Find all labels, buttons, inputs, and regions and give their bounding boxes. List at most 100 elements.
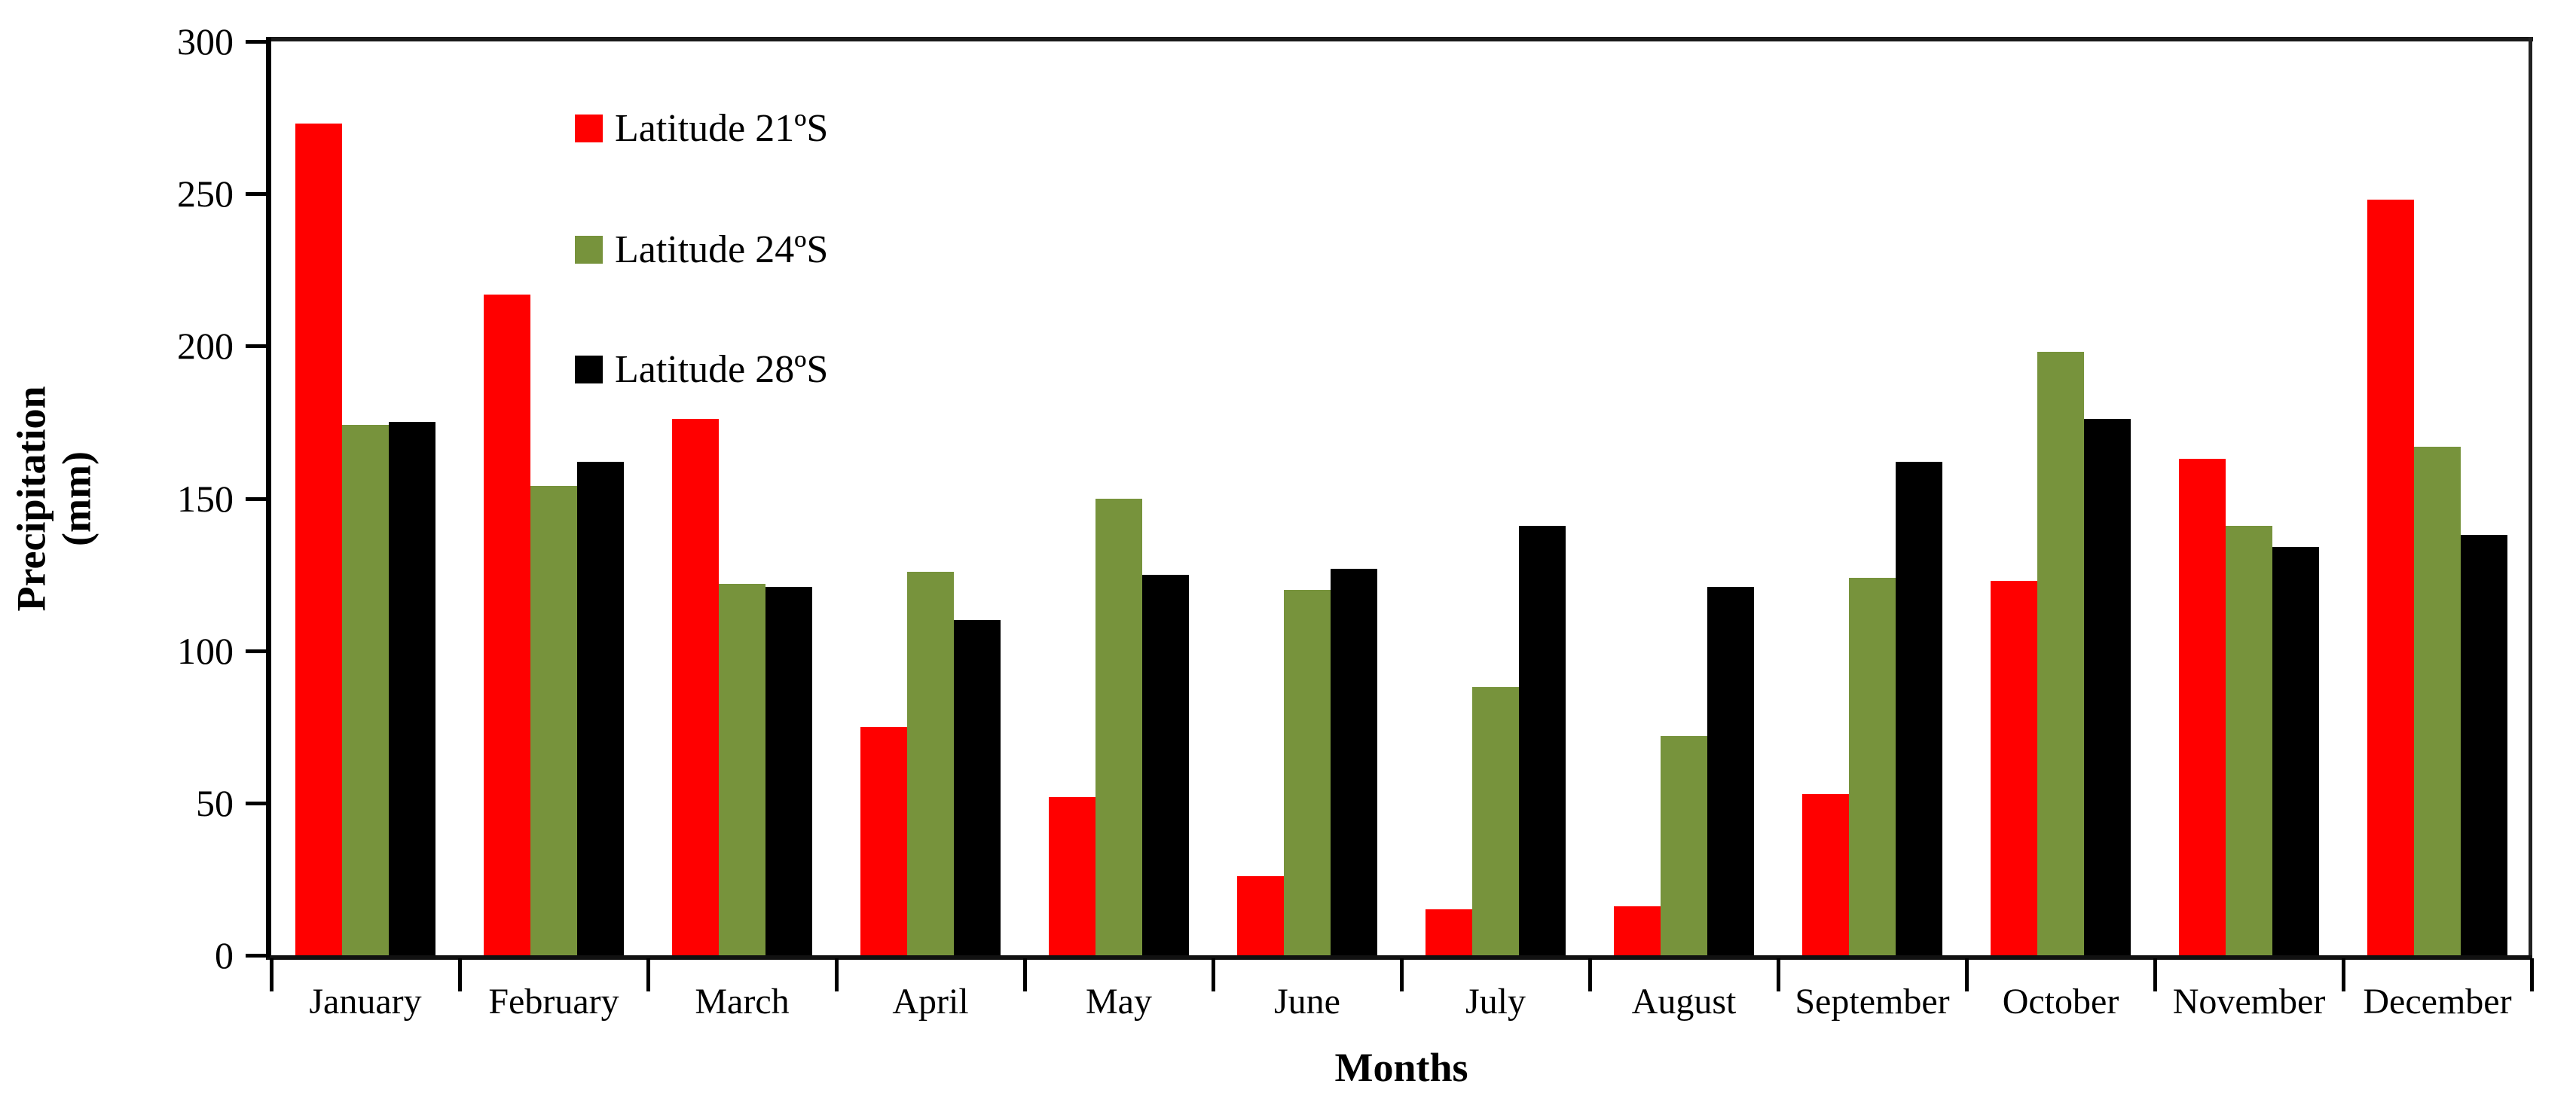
bar-july-latitude-24ºs <box>1472 687 1519 955</box>
y-tick-100 <box>246 649 270 653</box>
bar-november-latitude-24ºs <box>2226 525 2272 955</box>
bar-july-latitude-28ºs <box>1519 525 1566 955</box>
y-tick-50 <box>246 801 270 805</box>
bar-october-latitude-21ºs <box>1991 580 2037 955</box>
x-tick-label-october: October <box>2002 982 2119 1022</box>
legend-label-latitude-28s: Latitude 28ºS <box>615 348 829 391</box>
bar-november-latitude-21ºs <box>2179 458 2226 955</box>
x-tick-label-january: January <box>309 982 422 1022</box>
y-tick-300 <box>246 40 270 44</box>
y-tick-label-50: 50 <box>196 781 234 824</box>
y-tick-label-0: 0 <box>215 934 234 976</box>
bar-april-latitude-21ºs <box>860 726 907 955</box>
y-axis-title: Precipitation (mm) <box>9 386 100 612</box>
y-tick-label-200: 200 <box>177 325 234 368</box>
x-tick-7 <box>1588 958 1592 991</box>
bar-february-latitude-24ºs <box>530 486 577 955</box>
y-tick-label-250: 250 <box>177 173 234 215</box>
bar-group-may <box>1025 41 1213 955</box>
bar-april-latitude-28ºs <box>954 620 1001 955</box>
x-tick-label-march: March <box>695 982 790 1022</box>
legend-label-latitude-24s: Latitude 24ºS <box>615 228 829 271</box>
x-tick-3 <box>835 958 839 991</box>
bar-september-latitude-24ºs <box>1849 577 1896 955</box>
bar-june-latitude-21ºs <box>1237 875 1284 955</box>
x-tick-0 <box>270 958 273 991</box>
bar-group-october <box>1966 41 2155 955</box>
y-tick-250 <box>246 192 270 197</box>
legend-swatch-latitude-24s <box>575 236 603 264</box>
legend-label-latitude-21s: Latitude 21ºS <box>615 107 829 150</box>
bar-august-latitude-24ºs <box>1661 735 1707 955</box>
bar-january-latitude-24ºs <box>342 425 389 955</box>
bar-january-latitude-28ºs <box>389 422 435 955</box>
x-tick-2 <box>646 958 650 991</box>
y-axis-title-line1: Precipitation <box>8 386 54 612</box>
y-tick-0 <box>246 954 270 958</box>
x-tick-label-may: May <box>1086 982 1152 1022</box>
bar-july-latitude-21ºs <box>1426 909 1472 955</box>
bar-may-latitude-28ºs <box>1142 574 1189 955</box>
bar-march-latitude-21ºs <box>672 419 719 955</box>
x-tick-5 <box>1212 958 1215 991</box>
x-tick-label-november: November <box>2172 982 2326 1022</box>
x-tick-6 <box>1400 958 1404 991</box>
bar-january-latitude-21ºs <box>295 124 342 955</box>
bar-group-november <box>2155 41 2343 955</box>
bar-september-latitude-28ºs <box>1896 461 1942 955</box>
bar-group-december <box>2343 41 2532 955</box>
plot-frame-right <box>2529 37 2532 960</box>
bar-october-latitude-24ºs <box>2037 352 2084 955</box>
x-tick-1 <box>458 958 462 991</box>
bar-group-january <box>271 41 460 955</box>
bar-june-latitude-24ºs <box>1284 589 1331 955</box>
x-tick-10 <box>2153 958 2157 991</box>
bar-february-latitude-28ºs <box>577 461 624 955</box>
y-tick-150 <box>246 496 270 501</box>
bar-december-latitude-24ºs <box>2414 446 2461 955</box>
bar-december-latitude-21ºs <box>2367 200 2414 955</box>
bar-group-april <box>836 41 1025 955</box>
plot-area <box>271 41 2532 955</box>
legend-entry-latitude-28s: Latitude 28ºS <box>575 347 828 392</box>
bar-october-latitude-28ºs <box>2084 419 2131 955</box>
plot-frame-top <box>266 37 2533 41</box>
bar-june-latitude-28ºs <box>1331 568 1377 955</box>
legend-entry-latitude-21s: Latitude 21ºS <box>575 106 828 151</box>
x-tick-4 <box>1023 958 1027 991</box>
bar-group-february <box>460 41 648 955</box>
bar-may-latitude-24ºs <box>1095 498 1142 955</box>
legend-swatch-latitude-21s <box>575 115 603 142</box>
bar-february-latitude-21ºs <box>484 294 530 955</box>
x-axis-title: Months <box>1334 1045 1468 1090</box>
bar-may-latitude-21ºs <box>1049 796 1095 955</box>
bar-group-march <box>648 41 836 955</box>
bar-group-june <box>1213 41 1401 955</box>
y-tick-label-100: 100 <box>177 629 234 672</box>
bar-group-july <box>1401 41 1590 955</box>
x-tick-label-june: June <box>1274 982 1340 1022</box>
x-tick-label-february: February <box>488 982 619 1022</box>
y-tick-label-150: 150 <box>177 477 234 520</box>
bar-group-september <box>1778 41 1966 955</box>
bar-november-latitude-28ºs <box>2272 547 2319 955</box>
y-tick-200 <box>246 344 270 349</box>
x-tick-label-august: August <box>1631 982 1737 1022</box>
bar-august-latitude-28ºs <box>1707 586 1754 955</box>
x-tick-12 <box>2530 958 2534 991</box>
legend-swatch-latitude-28s <box>575 356 603 383</box>
bar-august-latitude-21ºs <box>1614 906 1661 955</box>
bar-march-latitude-28ºs <box>765 586 812 955</box>
x-tick-9 <box>1965 958 1969 991</box>
legend-entry-latitude-24s: Latitude 24ºS <box>575 228 828 272</box>
x-tick-label-april: April <box>892 982 969 1022</box>
bar-april-latitude-24ºs <box>907 571 954 955</box>
bar-group-august <box>1590 41 1778 955</box>
bar-march-latitude-24ºs <box>719 583 765 955</box>
bar-september-latitude-21ºs <box>1802 793 1849 955</box>
x-tick-8 <box>1777 958 1780 991</box>
x-tick-label-september: September <box>1795 982 1950 1022</box>
bar-december-latitude-28ºs <box>2461 535 2507 955</box>
x-tick-11 <box>2342 958 2345 991</box>
